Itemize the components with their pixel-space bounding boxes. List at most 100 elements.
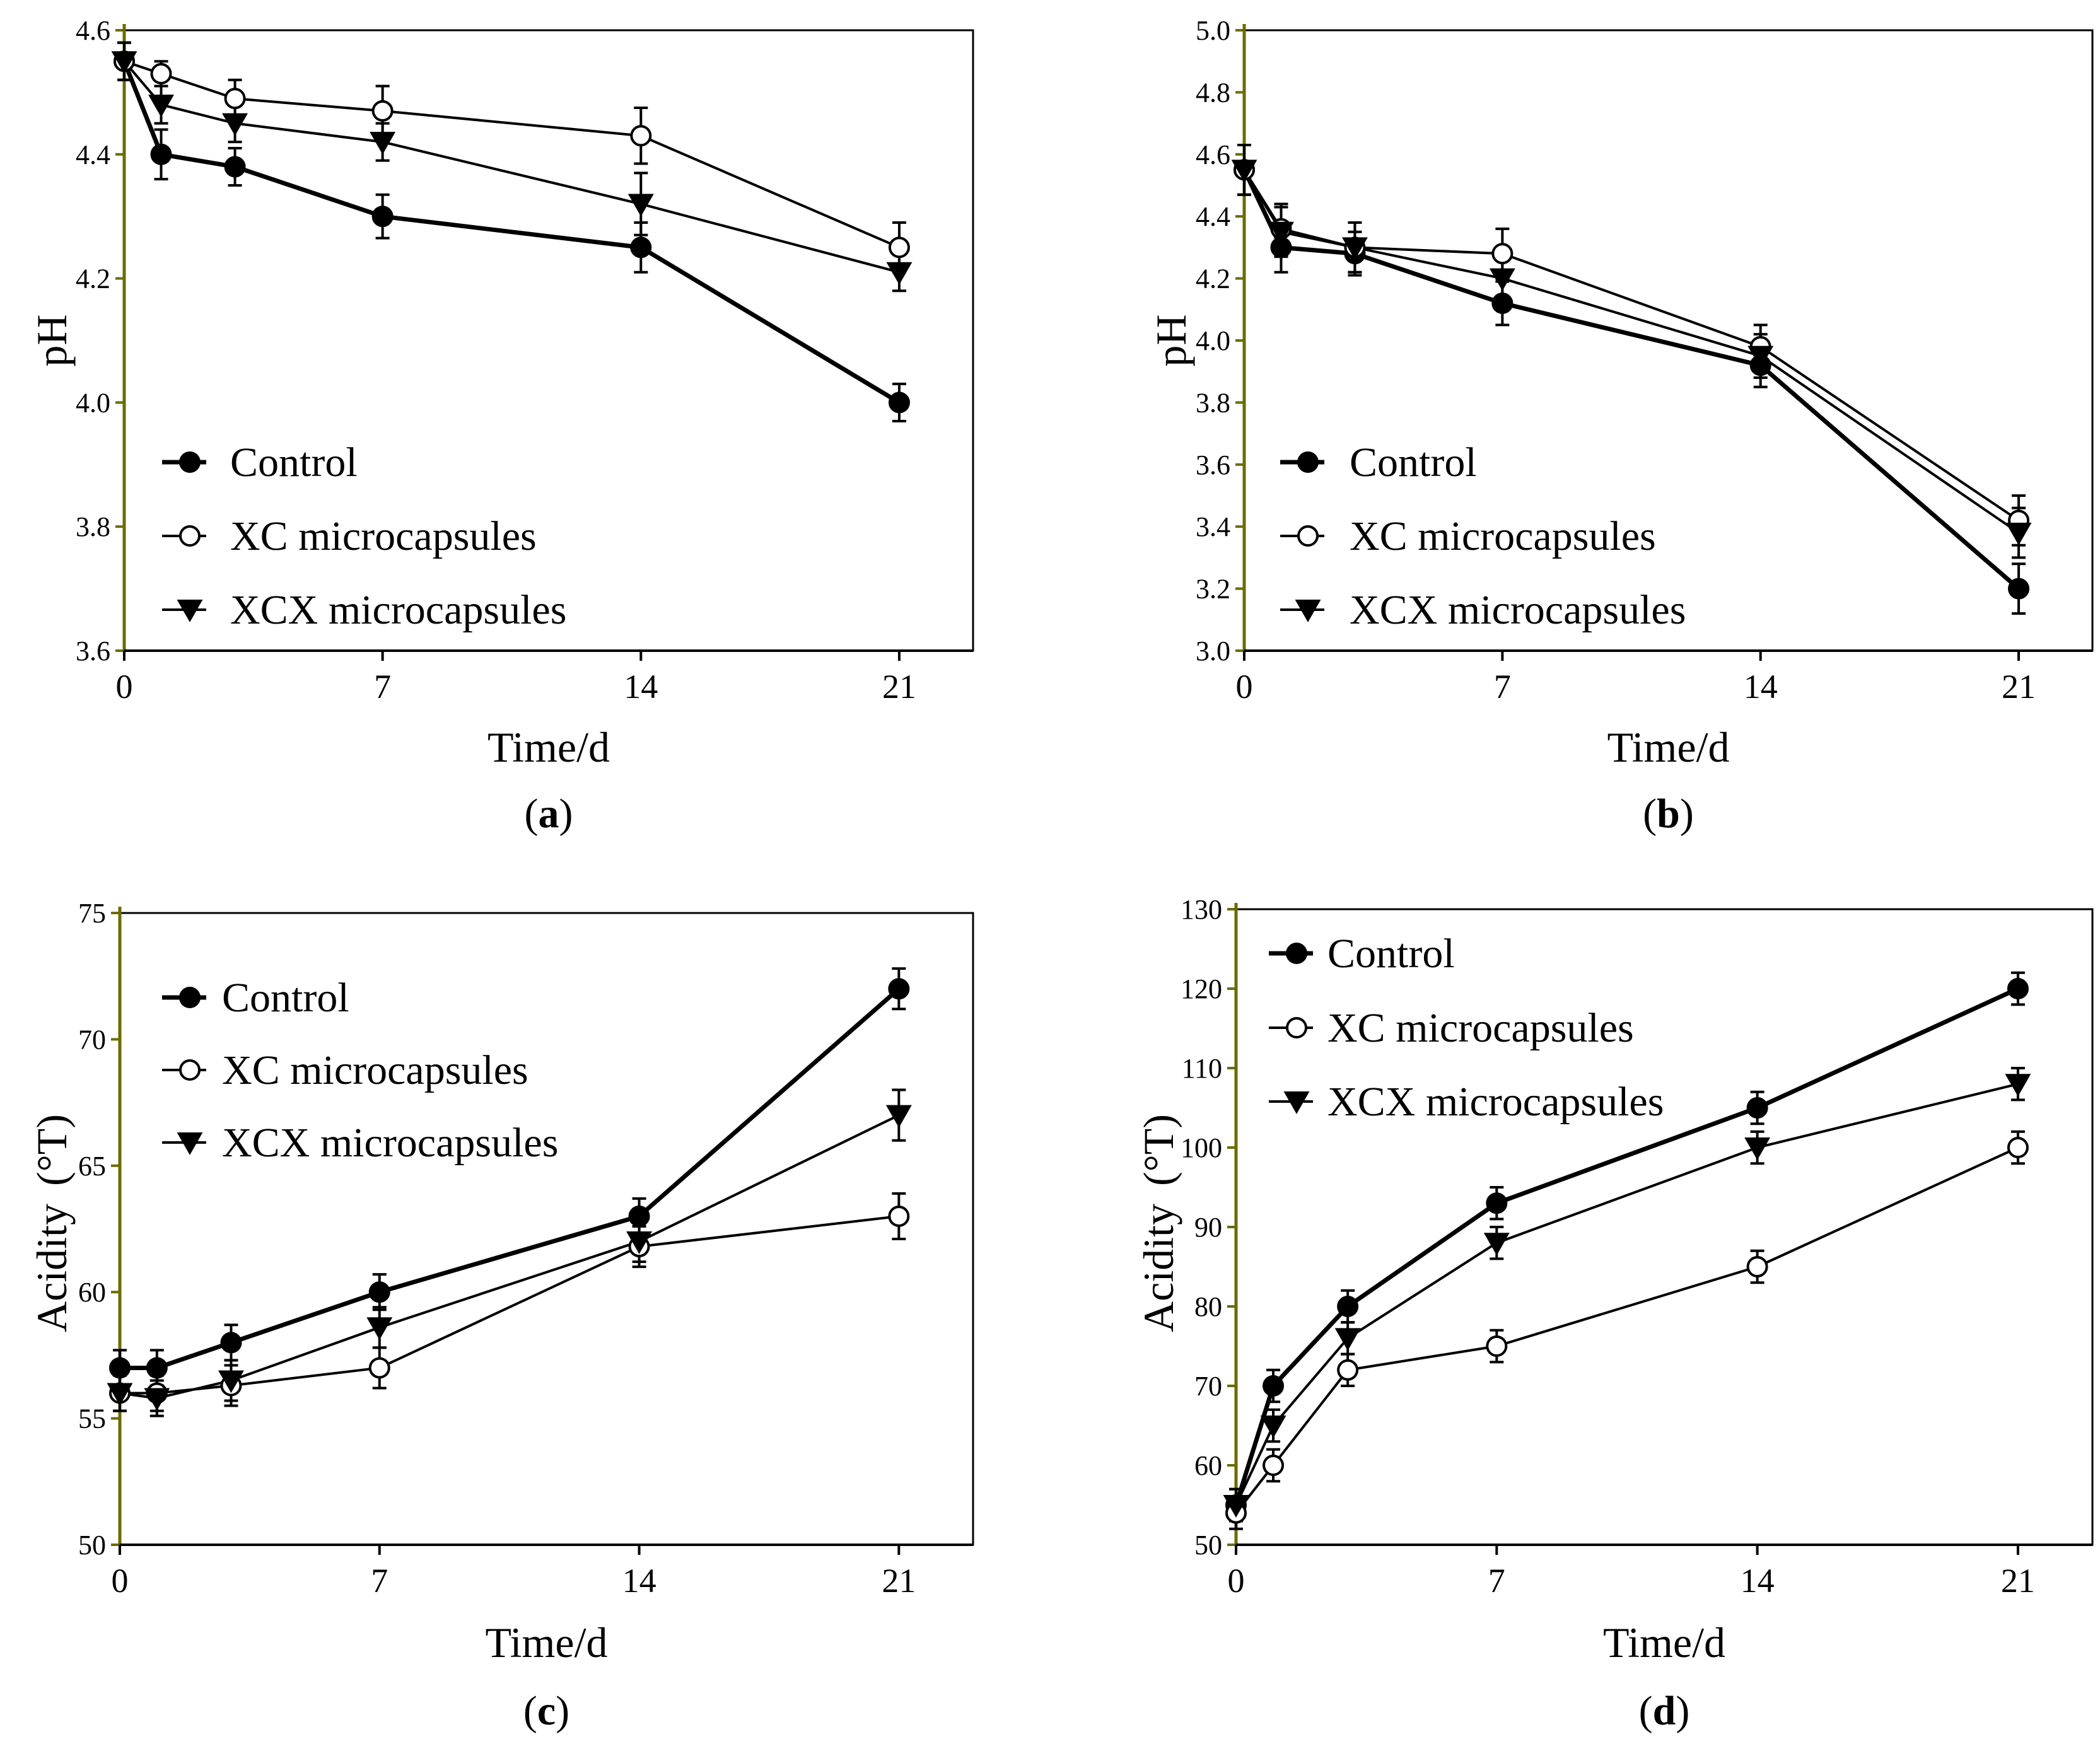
- y-axis-title-text: Acidity: [1135, 1204, 1182, 1332]
- legend-label: XCX microcapsules: [1350, 587, 1686, 633]
- x-tick-label: 7: [1488, 1562, 1505, 1600]
- data-point-1: [1486, 1335, 1508, 1357]
- legend-marker: [179, 451, 201, 473]
- data-point-1: [1263, 1455, 1285, 1476]
- x-axis-title: Time/d: [485, 1619, 607, 1666]
- panel-label-letter: d: [1653, 1688, 1676, 1734]
- panel-label-open: (: [1643, 791, 1657, 837]
- panel-label: (d): [1639, 1688, 1690, 1734]
- series-line-0: [1234, 986, 2019, 1506]
- y-tick-label: 4.0: [1196, 325, 1230, 356]
- x-tick-label: 7: [371, 1562, 388, 1600]
- panel-label-letter: c: [537, 1688, 556, 1734]
- legend-marker: [1283, 1091, 1310, 1114]
- data-point-2: [885, 1105, 912, 1128]
- x-axis-title: Time/d: [1603, 1619, 1725, 1666]
- panel-label-letter: a: [539, 791, 559, 837]
- panel-label-letter: b: [1657, 791, 1680, 837]
- y-tick-label: 3.0: [1196, 636, 1230, 666]
- legend-marker: [1297, 525, 1319, 547]
- legend-marker: [1286, 1017, 1307, 1038]
- data-point-2: [1747, 346, 1774, 369]
- legend-marker: [179, 987, 201, 1008]
- y-tick-label: 60: [1194, 1450, 1222, 1481]
- data-point-0: [1337, 1296, 1359, 1317]
- series-line-2: [1235, 1083, 2019, 1506]
- y-tick-label: 3.6: [76, 636, 110, 666]
- y-axis-title: pH: [28, 314, 76, 366]
- legend-label: Control: [1350, 439, 1477, 486]
- y-tick-label: 100: [1181, 1132, 1222, 1163]
- series-line-1: [120, 1214, 899, 1395]
- data-point-2: [1260, 1416, 1286, 1438]
- legend-label: Control: [222, 975, 349, 1021]
- legend-label: XCX microcapsules: [230, 587, 566, 633]
- data-point-2: [1223, 1495, 1249, 1518]
- panel-label: (b): [1643, 791, 1694, 837]
- y-tick-label: 60: [78, 1277, 106, 1308]
- y-axis-title: Acidity (°T): [28, 1114, 76, 1332]
- data-point-0: [2007, 978, 2029, 999]
- data-point-0: [220, 1332, 242, 1354]
- data-point-2: [144, 1388, 170, 1411]
- data-point-0: [109, 1357, 131, 1379]
- data-point-1: [371, 100, 394, 122]
- data-point-2: [886, 262, 913, 285]
- x-axis-title: Time/d: [1607, 723, 1729, 771]
- chart-panel-c: 50 55 60 65 70 75 0 7 14 21 Time/d Acidity (°T) Contr…: [28, 898, 974, 1734]
- y-tick-label: 5.0: [1196, 15, 1230, 46]
- data-point-2: [2005, 1074, 2031, 1097]
- legend-marker: [1295, 600, 1321, 622]
- y-tick-label: 4.6: [1196, 139, 1230, 170]
- data-point-2: [1483, 1233, 1510, 1256]
- x-tick-label: 14: [1741, 1562, 1775, 1600]
- legend-marker: [179, 1059, 201, 1081]
- data-point-2: [111, 51, 137, 74]
- data-point-2: [626, 1231, 653, 1254]
- data-point-1: [224, 88, 246, 110]
- chart-panel-a: 3.6 3.8 4.0 4.2 4.4 4.6 0 7 14 21 Time/d pH Control X…: [28, 15, 974, 837]
- y-tick-label: 130: [1181, 894, 1222, 925]
- legend-label: XCX microcapsules: [1327, 1079, 1664, 1125]
- data-point-2: [148, 95, 174, 117]
- x-tick-label: 7: [374, 668, 391, 706]
- series-line-0: [120, 987, 901, 1370]
- x-tick-label: 14: [622, 1562, 656, 1600]
- x-axis-title: Time/d: [487, 723, 610, 771]
- data-point-0: [630, 236, 652, 259]
- legend-label: XC microcapsules: [222, 1047, 528, 1093]
- data-point-0: [888, 978, 910, 1000]
- panel-label-close: ): [1680, 791, 1694, 837]
- y-tick-label: 4.8: [1196, 77, 1230, 108]
- legend-label: XC microcapsules: [230, 513, 537, 559]
- data-point-1: [1337, 1359, 1359, 1381]
- data-point-1: [888, 236, 910, 259]
- data-point-1: [2007, 1137, 2029, 1158]
- y-tick-label: 110: [1182, 1053, 1222, 1084]
- data-point-0: [1486, 1192, 1508, 1214]
- series-line-1: [1243, 169, 2020, 522]
- x-tick-label: 14: [624, 668, 658, 706]
- panel-label-close: ): [1676, 1688, 1689, 1734]
- x-tick-label: 21: [882, 668, 916, 706]
- y-axis-title-text: Acidity: [28, 1204, 76, 1332]
- data-point-2: [2005, 523, 2032, 545]
- data-point-2: [222, 113, 248, 136]
- y-tick-label: 4.2: [76, 264, 110, 294]
- panel-label-open: (: [1639, 1688, 1653, 1734]
- data-point-2: [627, 194, 654, 217]
- legend-marker: [1286, 943, 1307, 964]
- panel-label-open: (: [525, 791, 539, 837]
- data-point-0: [2008, 578, 2030, 600]
- data-point-1: [150, 62, 172, 84]
- x-tick-label: 21: [2002, 668, 2036, 706]
- y-tick-label: 120: [1181, 974, 1222, 1004]
- y-tick-label: 3.8: [1196, 387, 1230, 418]
- data-point-2: [1489, 268, 1515, 291]
- y-tick-label: 90: [1194, 1212, 1222, 1243]
- legend-label: XCX microcapsules: [222, 1120, 558, 1166]
- data-point-2: [107, 1383, 133, 1406]
- panel-label: (a): [525, 791, 573, 837]
- data-point-0: [1263, 1375, 1285, 1397]
- data-point-1: [1491, 243, 1514, 265]
